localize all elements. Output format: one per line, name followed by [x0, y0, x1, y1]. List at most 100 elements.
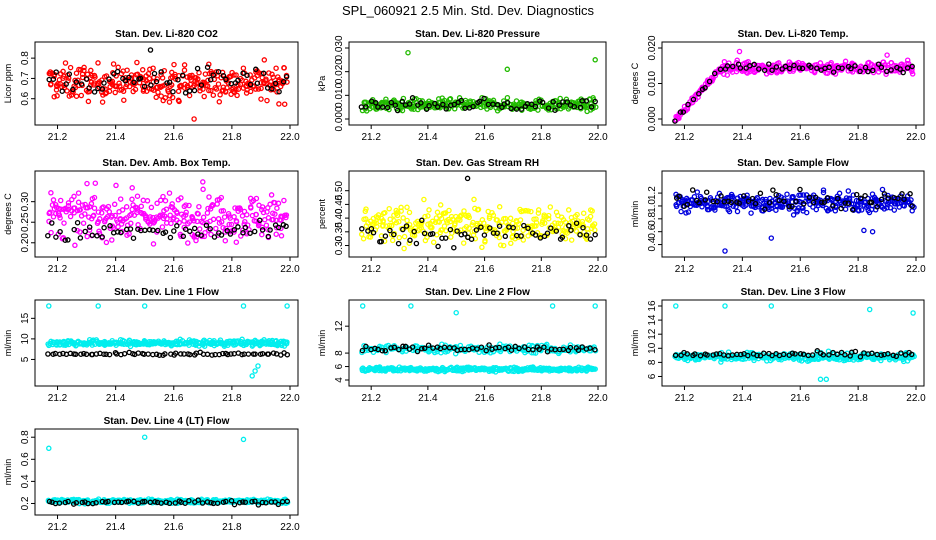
data-point: [208, 231, 214, 238]
x-tick-label: 21.6: [164, 393, 184, 404]
panel-10: Stan. Dev. Line 4 (LT) Flow 21.2 21.4 21.6 2…: [3, 416, 300, 533]
data-point: [280, 78, 287, 85]
data-point: [60, 68, 66, 75]
data-point: [145, 351, 151, 357]
data-point: [545, 212, 552, 219]
data-point: [107, 223, 113, 229]
data-point: [544, 348, 551, 355]
data-point: [251, 228, 258, 235]
data-point: [154, 84, 161, 91]
data-point: [531, 216, 537, 222]
x-tick-label: 21.4: [106, 264, 126, 275]
data-point: [359, 347, 366, 354]
data-point: [757, 352, 764, 359]
data-point: [407, 237, 413, 244]
data-point: [200, 186, 206, 193]
data-point: [219, 350, 226, 357]
data-point: [817, 60, 824, 66]
data-point: [834, 351, 840, 358]
y-axis-label: percent: [317, 198, 327, 229]
data-point: [59, 88, 65, 94]
data-point: [103, 239, 110, 246]
data-point: [466, 214, 472, 221]
data-point: [461, 208, 467, 214]
data-point: [718, 193, 724, 199]
data-point: [140, 88, 147, 94]
y-tick-label: 10: [20, 333, 31, 345]
data-point: [419, 217, 425, 224]
data-point: [446, 207, 452, 214]
data-point: [400, 343, 406, 350]
data-point: [145, 70, 152, 77]
y-tick-label: 1.0: [647, 199, 658, 213]
y-tick-label: 0.000: [334, 106, 345, 131]
data-point: [413, 240, 420, 247]
data-point: [418, 222, 424, 229]
panel-9: Stan. Dev. Line 3 Flow 21.2 21.4 21.6 21.8 22…: [630, 287, 926, 404]
data-point: [474, 207, 481, 213]
data-point: [521, 344, 528, 350]
data-point: [574, 211, 580, 218]
data-point: [471, 196, 477, 203]
data-point: [852, 63, 858, 69]
data-point: [862, 64, 869, 71]
data-point: [762, 206, 768, 212]
x-tick-label: 21.4: [106, 522, 126, 533]
data-point: [275, 200, 282, 207]
x-tick-label: 21.6: [164, 132, 184, 143]
data-point: [159, 75, 166, 81]
data-point: [105, 203, 112, 210]
data-point: [856, 207, 862, 213]
data-point: [211, 234, 218, 240]
data-point: [103, 351, 109, 358]
x-tick-label: 21.8: [848, 264, 868, 275]
data-point: [231, 72, 237, 78]
outlier-point: [249, 373, 255, 379]
data-point: [79, 499, 86, 506]
data-point: [797, 192, 804, 198]
data-point: [228, 221, 235, 228]
data-point: [748, 210, 754, 216]
data-point: [672, 118, 678, 124]
data-point: [218, 208, 225, 214]
data-point: [182, 212, 189, 218]
data-point: [85, 98, 92, 105]
data-point: [79, 71, 86, 77]
series-color: [46, 180, 290, 249]
data-point: [766, 199, 773, 206]
y-tick-label: 0.020: [647, 35, 658, 60]
data-point: [73, 93, 80, 99]
data-point: [388, 345, 394, 351]
data-point: [441, 223, 448, 229]
data-point: [372, 345, 378, 352]
data-point: [447, 226, 454, 233]
data-point: [429, 218, 436, 225]
data-point: [223, 76, 229, 83]
data-point: [106, 209, 113, 215]
outlier-point: [46, 445, 52, 452]
data-point: [57, 228, 63, 235]
data-point: [83, 351, 90, 358]
data-point: [421, 345, 428, 352]
data-point: [61, 220, 67, 226]
outlier-point: [861, 227, 867, 234]
y-tick-label: 16: [647, 300, 658, 312]
data-point: [573, 228, 580, 234]
data-point: [117, 196, 124, 202]
data-point: [388, 232, 395, 238]
data-point: [857, 195, 864, 202]
data-point: [166, 500, 173, 507]
data-point: [907, 191, 913, 197]
data-point: [163, 220, 170, 226]
data-point: [138, 209, 144, 216]
data-point: [64, 88, 70, 94]
data-point: [908, 197, 914, 203]
data-point: [119, 207, 126, 213]
data-point: [247, 204, 254, 210]
data-point: [154, 76, 161, 82]
x-tick-label: 22.0: [906, 132, 926, 143]
data-point: [865, 68, 871, 75]
data-point: [259, 227, 266, 233]
data-point: [414, 348, 421, 355]
data-point: [207, 76, 214, 83]
